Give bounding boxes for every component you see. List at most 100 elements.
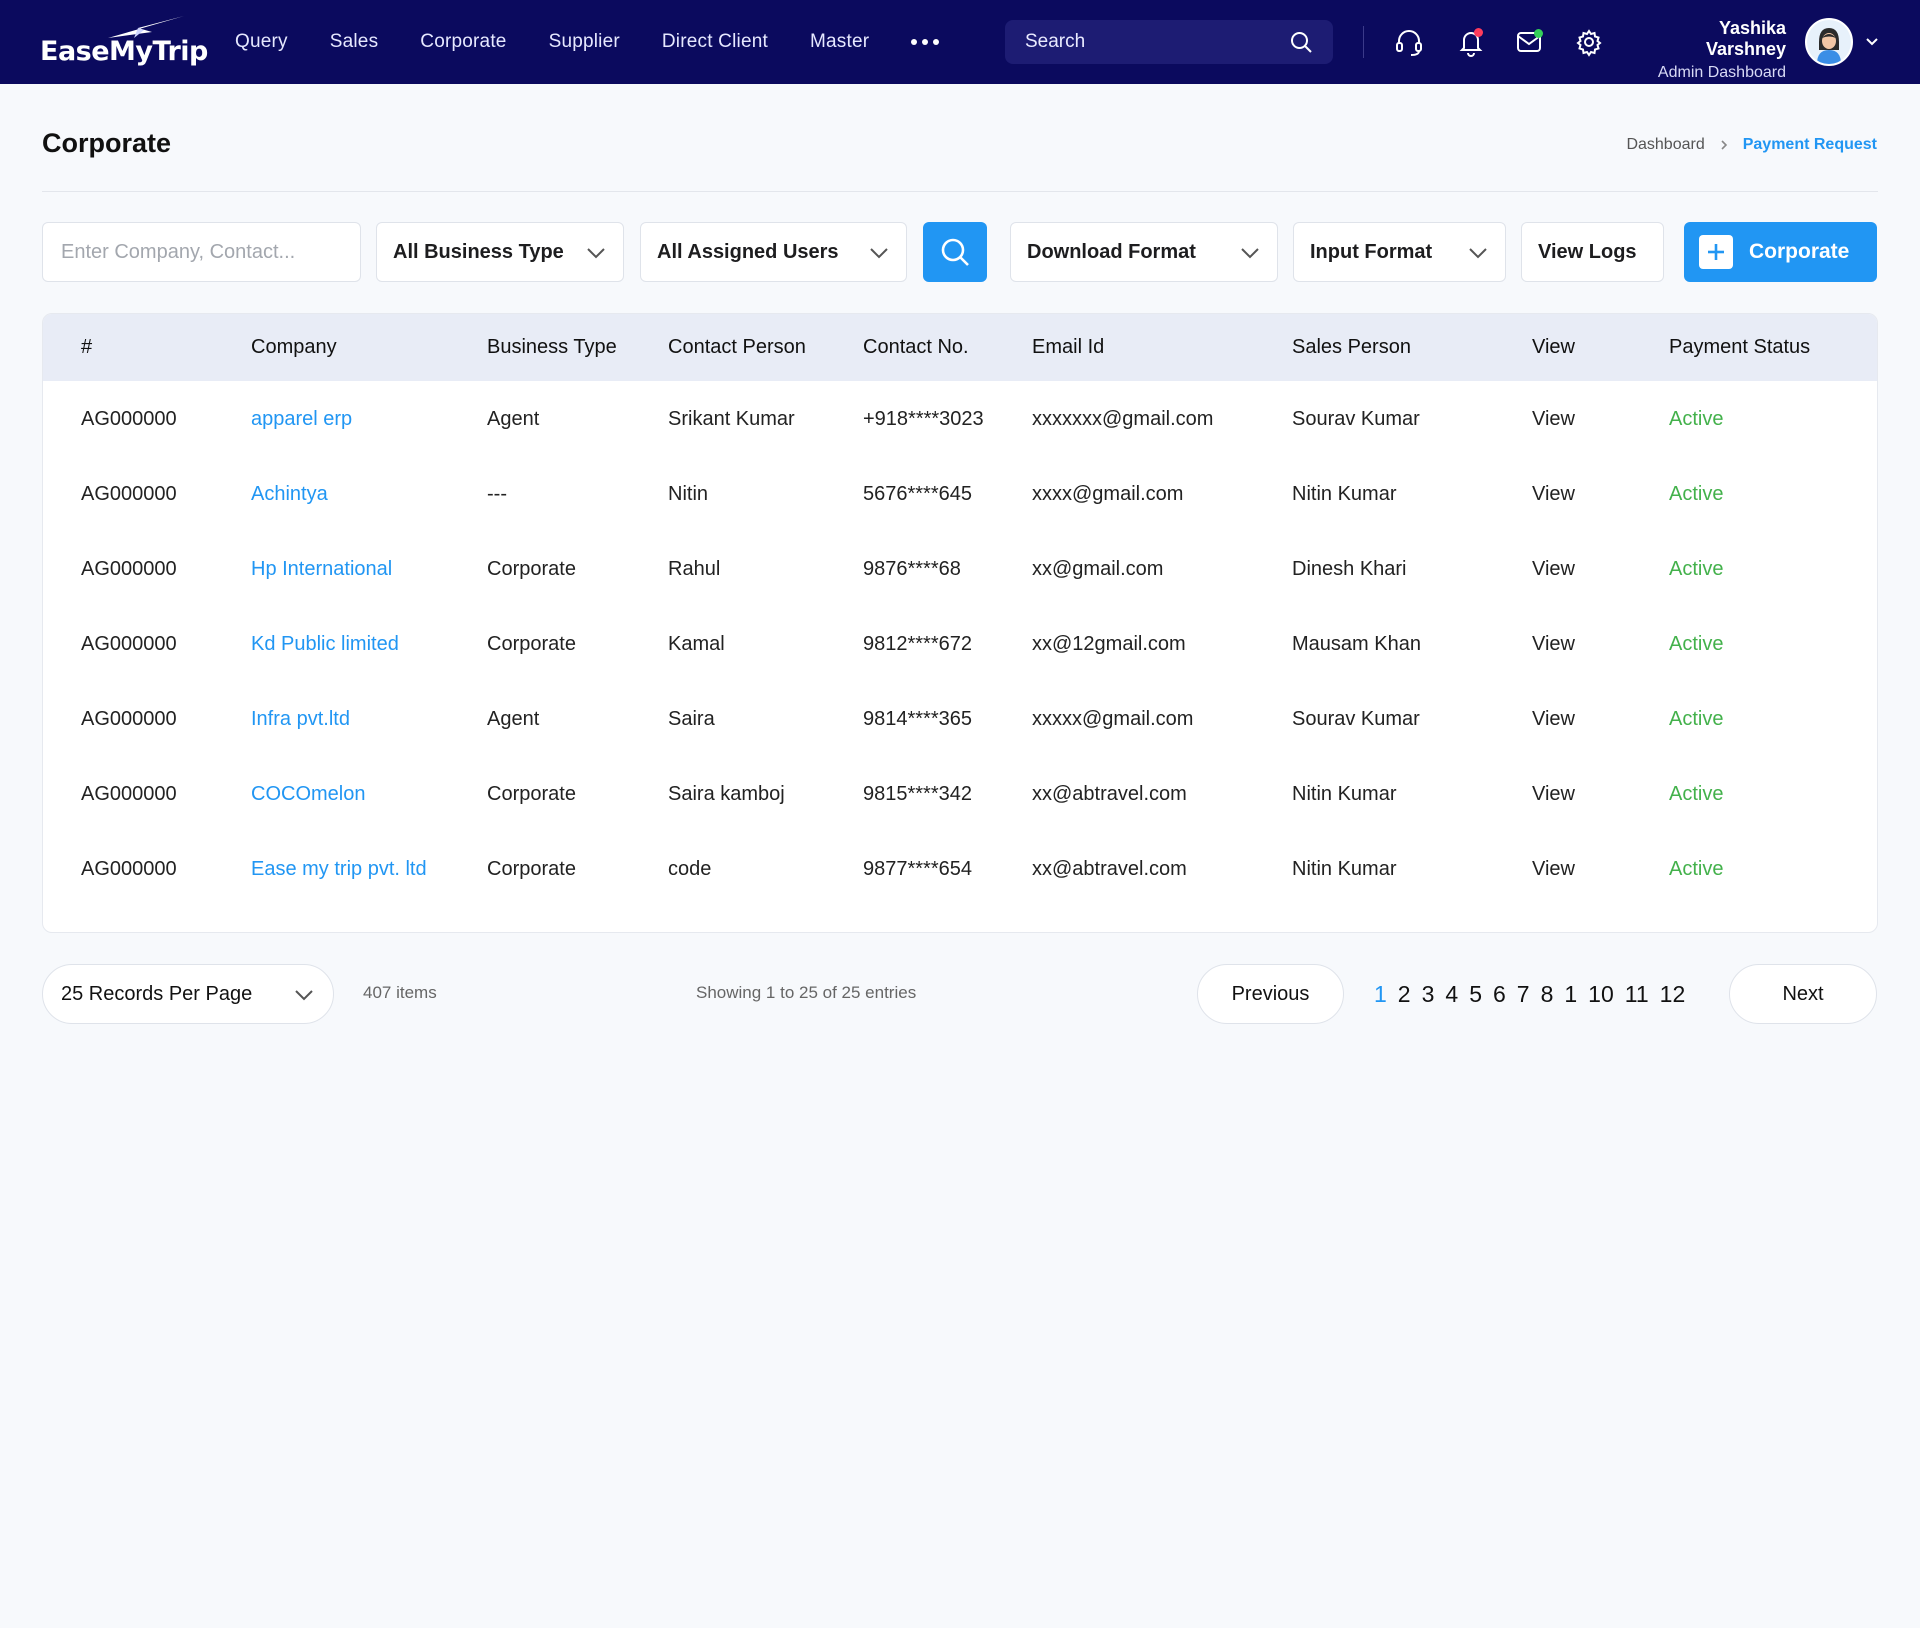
header-divider (42, 191, 1878, 192)
cell-contact-no: 9812****672 (863, 633, 972, 655)
cell-contact-no: 9814****365 (863, 708, 972, 730)
page-number[interactable]: 5 (1469, 980, 1482, 1007)
records-per-page-select[interactable]: 25 Records Per Page (42, 964, 334, 1024)
page-number[interactable]: 1 (1374, 980, 1387, 1007)
cell-status: Active (1669, 558, 1724, 580)
message-dot (1534, 29, 1543, 38)
cell-company-link[interactable]: Kd Public limited (251, 633, 399, 655)
gear-icon[interactable] (1573, 26, 1605, 58)
more-menu-icon[interactable] (911, 39, 940, 45)
assigned-users-select[interactable]: All Assigned Users (640, 222, 907, 282)
table-header: # Company Business Type Contact Person C… (43, 314, 1877, 381)
cell-contact-person: Kamal (668, 633, 725, 655)
header-contact-no: Contact No. (863, 336, 969, 358)
add-corporate-button[interactable]: Corporate (1684, 222, 1877, 282)
cell-contact-person: Saira kamboj (668, 783, 785, 805)
search-icon[interactable] (1289, 30, 1313, 54)
view-logs-button[interactable]: View Logs (1521, 222, 1664, 282)
cell-id: AG000000 (81, 483, 177, 505)
nav-item-sales[interactable]: Sales (329, 31, 379, 52)
header-email: Email Id (1032, 336, 1105, 358)
notification-bell[interactable] (1455, 26, 1487, 58)
corporate-table: # Company Business Type Contact Person C… (42, 313, 1878, 933)
chevron-right-icon (1721, 140, 1727, 150)
page-number[interactable]: 2 (1397, 980, 1411, 1007)
page-number[interactable]: 11 (1624, 980, 1649, 1007)
page-number[interactable]: 10 (1588, 980, 1614, 1007)
cell-status: Active (1669, 858, 1724, 880)
headset-icon[interactable] (1393, 26, 1425, 58)
nav-item-master[interactable]: Master (809, 31, 870, 52)
cell-company-link[interactable]: Hp International (251, 558, 393, 580)
cell-view-link[interactable]: View (1532, 783, 1575, 805)
cell-company-link[interactable]: Achintya (251, 483, 328, 505)
page-number[interactable]: 3 (1421, 980, 1435, 1007)
notification-dot (1474, 28, 1483, 37)
cell-view-link[interactable]: View (1532, 408, 1575, 430)
user-info[interactable]: Yashika Varshney Admin Dashboard (1634, 18, 1786, 82)
cell-view-link[interactable]: View (1532, 558, 1575, 580)
header-contact-person: Contact Person (668, 336, 806, 358)
cell-business-type: Agent (487, 408, 540, 430)
page-number[interactable]: 6 (1492, 980, 1506, 1007)
cell-company-link[interactable]: Ease my trip pvt. ltd (251, 858, 427, 880)
cell-id: AG000000 (81, 708, 177, 730)
assigned-users-label: All Assigned Users (657, 240, 839, 263)
nav-item-query[interactable]: Query (235, 31, 288, 52)
nav-item-corporate[interactable]: Corporate (420, 31, 507, 52)
business-type-select[interactable]: All Business Type (376, 222, 624, 282)
cell-contact-person: Srikant Kumar (668, 408, 795, 430)
table-row: AG000000 Kd Public limited Corporate Kam… (43, 606, 1877, 681)
cell-view-link[interactable]: View (1532, 708, 1575, 730)
page-number[interactable]: 1 (1564, 980, 1578, 1007)
page-number[interactable]: 7 (1516, 980, 1530, 1007)
filter-search-button[interactable] (923, 222, 987, 282)
download-format-label: Download Format (1027, 240, 1196, 263)
nav-item-direct-client[interactable]: Direct Client (661, 31, 768, 52)
company-search-input[interactable] (42, 222, 361, 282)
cell-contact-no: 9815****342 (863, 783, 972, 805)
chevron-down-icon (295, 990, 313, 1001)
header-business-type: Business Type (487, 336, 617, 358)
cell-company-link[interactable]: apparel erp (251, 408, 353, 430)
top-navbar: EaseMyTrip Query Sales Corporate Supplie… (0, 0, 1920, 84)
table-row: AG000000 Hp International Corporate Rahu… (43, 531, 1877, 606)
page-number[interactable]: 12 (1659, 980, 1686, 1007)
cell-id: AG000000 (81, 783, 177, 805)
cell-status: Active (1669, 483, 1724, 505)
cell-company-link[interactable]: Infra pvt.ltd (251, 708, 350, 730)
page-number[interactable]: 8 (1540, 980, 1554, 1007)
cell-contact-no: 5676****645 (863, 483, 972, 505)
chevron-down-icon[interactable] (1864, 34, 1880, 50)
cell-business-type: Corporate (487, 783, 576, 805)
global-search-input[interactable] (1025, 31, 1265, 53)
cell-view-link[interactable]: View (1532, 858, 1575, 880)
plus-icon (1699, 235, 1733, 269)
view-logs-label: View Logs (1538, 240, 1637, 263)
cell-contact-no: 9876****68 (863, 558, 961, 580)
mail-icon (1517, 32, 1541, 52)
cell-id: AG000000 (81, 633, 177, 655)
download-format-select[interactable]: Download Format (1010, 222, 1278, 282)
cell-contact-person: Saira (668, 708, 715, 730)
cell-email: xxxxx@gmail.com (1032, 708, 1194, 730)
page-number[interactable]: 4 (1445, 980, 1459, 1007)
chevron-down-icon (870, 248, 888, 259)
cell-sales-person: Mausam Khan (1292, 633, 1421, 655)
cell-contact-person: Nitin (668, 483, 709, 505)
cell-view-link[interactable]: View (1532, 633, 1575, 655)
brand-logo[interactable]: EaseMyTrip (40, 14, 208, 70)
avatar[interactable] (1805, 18, 1853, 66)
previous-button[interactable]: Previous (1197, 964, 1344, 1024)
input-format-select[interactable]: Input Format (1293, 222, 1506, 282)
breadcrumb-dashboard[interactable]: Dashboard (1626, 136, 1705, 153)
nav-item-supplier[interactable]: Supplier (548, 31, 620, 52)
cell-view-link[interactable]: View (1532, 483, 1575, 505)
cell-id: AG000000 (81, 408, 177, 430)
messages-button[interactable] (1513, 26, 1545, 58)
cell-status: Active (1669, 408, 1724, 430)
next-button[interactable]: Next (1729, 964, 1877, 1024)
page-title: Corporate (42, 128, 172, 158)
cell-company-link[interactable]: COCOmelon (251, 783, 366, 805)
breadcrumb: Dashboard Payment Request (1626, 136, 1877, 154)
